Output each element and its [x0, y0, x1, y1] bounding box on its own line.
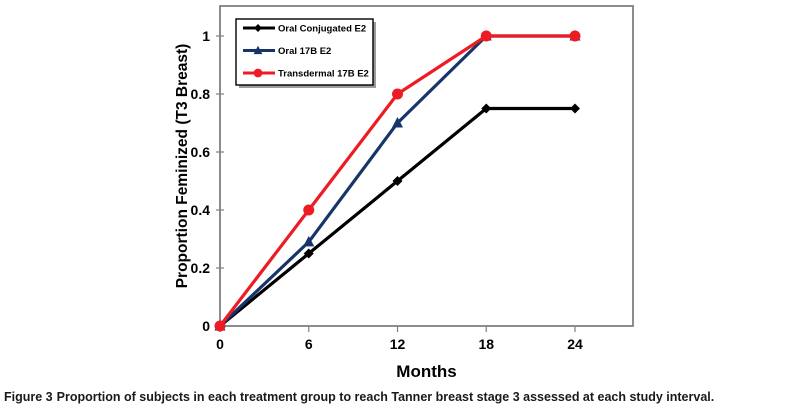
y-tick-label: 0 — [202, 318, 210, 334]
data-point-marker — [392, 176, 403, 186]
legend-sample-marker — [254, 24, 262, 32]
plot-border — [219, 5, 634, 327]
legend-item-label: Oral 17B E2 — [278, 46, 331, 57]
x-tick-label: 12 — [390, 336, 406, 352]
legend-item-label: Oral Conjugated E2 — [278, 24, 366, 35]
data-point-marker — [480, 30, 492, 42]
y-tick-label: 0.8 — [191, 86, 211, 102]
legend-item-label: Transdermal 17B E2 — [278, 69, 369, 80]
x-tick-label: 0 — [216, 336, 224, 352]
data-point-marker — [214, 320, 226, 332]
series-oral-conjugated-e2 — [215, 103, 580, 331]
series-transdermal-17b-e2 — [214, 30, 581, 332]
figure-caption-label: Figure 3 — [4, 390, 53, 404]
y-axis-label: Proportion Feminized (T3 Breast) — [174, 44, 191, 289]
chart-canvas: 0 0.2 0.4 0.6 0.8 1 0 6 12 18 24 Proportion Feminiz… — [174, 5, 634, 381]
data-point-marker — [392, 117, 403, 128]
y-tick-label: 1 — [202, 28, 210, 44]
legend: Oral Conjugated E2 Oral 17B E2 Transdermal… — [235, 18, 376, 88]
figure-caption-text: Proportion of subjects in each treatment… — [56, 390, 715, 404]
legend-sample-marker — [253, 45, 263, 55]
data-point-marker — [570, 103, 580, 114]
x-tick-label: 18 — [478, 336, 494, 352]
data-point-marker — [569, 30, 581, 42]
data-point-marker — [303, 235, 315, 247]
data-point-marker — [303, 204, 315, 216]
legend-sample-marker — [253, 68, 263, 78]
series-line-oral-conjugated-e2 — [218, 106, 575, 328]
data-point-marker — [392, 88, 403, 100]
data-point-marker — [481, 103, 492, 114]
y-tick-label: 0.6 — [191, 144, 211, 160]
x-tick-label: 24 — [567, 336, 583, 352]
figure-caption: Figure 3 Proportion of subjects in each t… — [4, 390, 795, 404]
y-tick-label: 0.2 — [191, 260, 211, 276]
x-tick-label: 6 — [305, 336, 313, 352]
x-axis-label: Months — [396, 362, 456, 381]
data-point-marker — [303, 248, 314, 259]
y-tick-label: 0.4 — [191, 202, 211, 218]
